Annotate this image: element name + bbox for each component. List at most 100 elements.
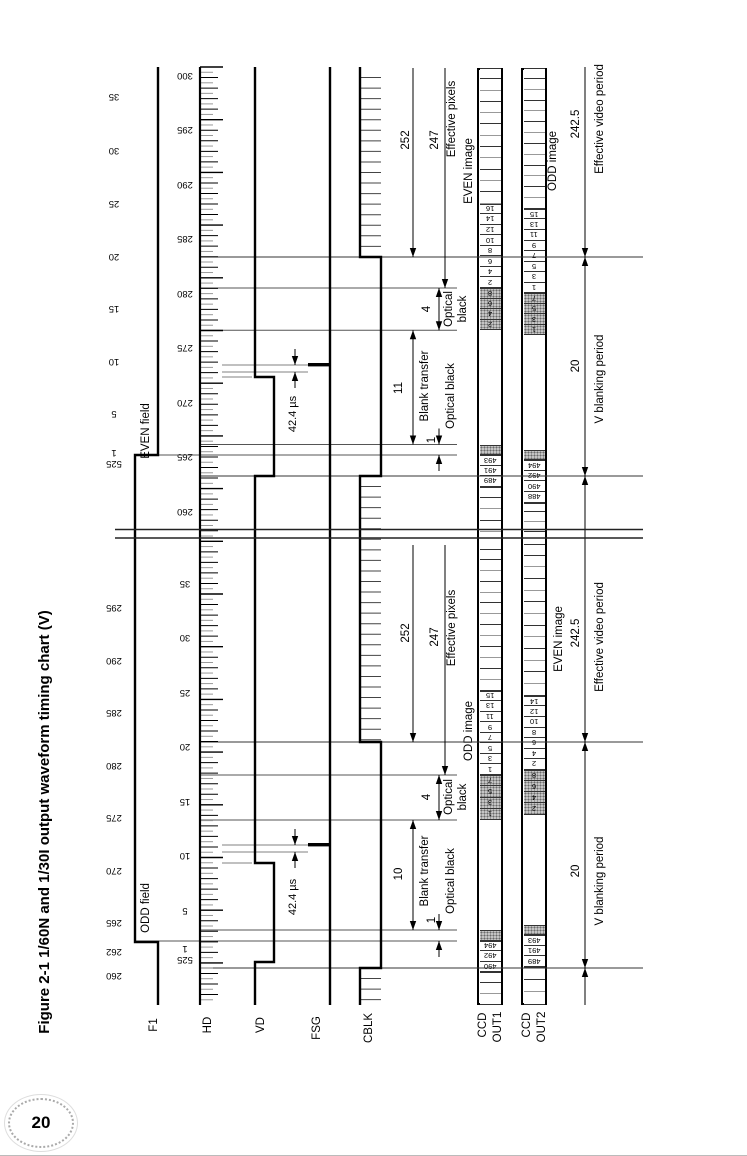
out-cell: 2 bbox=[523, 759, 545, 770]
out-cell: 2 bbox=[479, 319, 501, 331]
out-cell-empty bbox=[523, 143, 545, 155]
out-cell: 12 bbox=[523, 706, 545, 717]
page-number: 20 bbox=[8, 1098, 74, 1148]
out-cell-empty bbox=[479, 124, 501, 136]
out-cell: 490 bbox=[523, 481, 545, 493]
out-cell: 7 bbox=[523, 293, 545, 304]
out-cell: 494 bbox=[479, 940, 501, 952]
out-cell-empty bbox=[523, 198, 545, 209]
out-cell: 10 bbox=[479, 235, 501, 246]
out-cell bbox=[479, 444, 501, 455]
out-cell-empty bbox=[523, 187, 545, 199]
out-cell: 6 bbox=[479, 256, 501, 267]
out-cell: 14 bbox=[523, 695, 545, 707]
out-cell-empty bbox=[479, 192, 501, 204]
out-cell: 13 bbox=[479, 701, 501, 712]
out-cell: 493 bbox=[479, 455, 501, 466]
out-cell: 493 bbox=[523, 935, 545, 946]
out-cell-empty bbox=[523, 522, 545, 532]
out-cell: 15 bbox=[479, 690, 501, 702]
out-cell-empty bbox=[479, 113, 501, 125]
out-cell-empty bbox=[479, 135, 501, 148]
out-cell: 3 bbox=[523, 272, 545, 283]
out-cell-empty bbox=[479, 79, 501, 91]
out-cell: 8 bbox=[479, 245, 501, 257]
out-cell: 7 bbox=[523, 251, 545, 262]
out-cell: 2 bbox=[479, 277, 501, 288]
out-cell-empty bbox=[523, 544, 545, 556]
out-cell: 490 bbox=[479, 961, 501, 973]
out-cell-empty bbox=[523, 78, 545, 90]
out-cell: 4 bbox=[523, 748, 545, 760]
out-cell: 8 bbox=[523, 769, 545, 781]
out-cell-empty bbox=[479, 972, 501, 984]
out-cell-empty bbox=[479, 520, 501, 532]
out-cell-empty bbox=[479, 636, 501, 648]
out-cell-empty bbox=[523, 68, 545, 79]
out-cell-empty bbox=[479, 90, 501, 102]
out-cell-empty bbox=[479, 549, 501, 560]
out-cell: 489 bbox=[523, 956, 545, 967]
out-cell: 2 bbox=[523, 803, 545, 815]
out-cell-empty bbox=[479, 68, 501, 80]
out-cell-empty bbox=[523, 111, 545, 123]
out-cell-empty bbox=[479, 983, 501, 994]
out-cell-empty bbox=[523, 165, 545, 177]
out-cell: 1 bbox=[523, 282, 545, 294]
out-cell-empty bbox=[523, 625, 545, 638]
out-cell: 488 bbox=[523, 492, 545, 503]
out-cell-empty bbox=[523, 684, 545, 696]
out-cell: 8 bbox=[479, 288, 501, 299]
out-cell-empty bbox=[523, 176, 545, 188]
out-cell bbox=[523, 449, 545, 461]
out-cell-empty bbox=[479, 486, 501, 498]
out-cell-empty bbox=[523, 660, 545, 673]
out-cell: 3 bbox=[479, 753, 501, 765]
out-cell: 3 bbox=[523, 314, 545, 325]
out-cell-empty bbox=[479, 169, 501, 181]
out-cell-empty bbox=[479, 679, 501, 691]
out-cell: 4 bbox=[523, 792, 545, 804]
out-cell-empty bbox=[479, 559, 501, 571]
out-cell: 5 bbox=[523, 303, 545, 315]
out-cell-empty bbox=[523, 992, 545, 1006]
out-cell-empty bbox=[479, 158, 501, 170]
out-cell-empty bbox=[523, 672, 545, 685]
out-cell-empty bbox=[523, 154, 545, 166]
out-cell-empty bbox=[523, 614, 545, 626]
out-cell: 11 bbox=[479, 711, 501, 723]
out-cell: 16 bbox=[479, 203, 501, 215]
out-cell-empty bbox=[523, 979, 545, 993]
out-cell: 494 bbox=[523, 460, 545, 471]
out-cell: 4 bbox=[479, 266, 501, 278]
out-cell-empty bbox=[479, 570, 501, 582]
out-cell-empty bbox=[523, 502, 545, 513]
out-cell-empty bbox=[523, 133, 545, 144]
out-cell: 12 bbox=[479, 224, 501, 236]
out-cell: 1 bbox=[523, 324, 545, 336]
out-cell bbox=[479, 930, 501, 941]
out-cell: 14 bbox=[479, 214, 501, 225]
out-cell-empty bbox=[479, 101, 501, 114]
out-cell-empty bbox=[479, 592, 501, 604]
out-cell-empty bbox=[479, 181, 501, 193]
out-cell: 5 bbox=[479, 786, 501, 798]
out-cell: 15 bbox=[523, 208, 545, 220]
out-cell-empty bbox=[523, 637, 545, 650]
out-cell: 8 bbox=[523, 727, 545, 739]
out-cell: 3 bbox=[479, 797, 501, 809]
out-cell-empty bbox=[523, 579, 545, 591]
out-cell: 1 bbox=[479, 808, 501, 820]
out-cell: 11 bbox=[523, 230, 545, 241]
out-cell: 491 bbox=[523, 945, 545, 957]
out-cell-empty bbox=[523, 122, 545, 134]
out-cell: 9 bbox=[523, 240, 545, 252]
out-cell-empty bbox=[479, 498, 501, 510]
out-cell-empty bbox=[479, 625, 501, 637]
out-cell-empty bbox=[523, 512, 545, 523]
out-cell-empty bbox=[523, 590, 545, 603]
out-cell-empty bbox=[523, 555, 545, 568]
out-cell: 9 bbox=[479, 722, 501, 733]
out-cell-empty bbox=[479, 147, 501, 159]
